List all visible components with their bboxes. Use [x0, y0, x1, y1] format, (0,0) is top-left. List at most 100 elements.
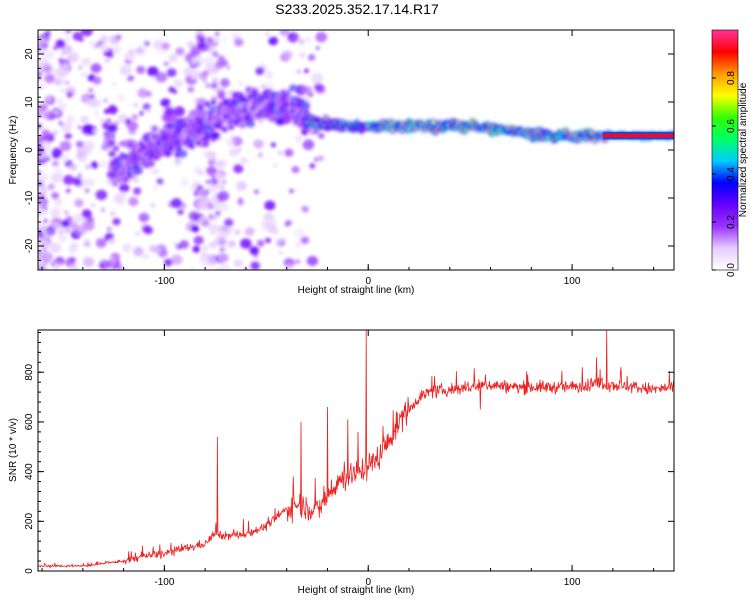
spectrogram-ridge-blob	[301, 103, 308, 109]
spectrogram-noise-blob	[190, 69, 201, 79]
spectrogram-noise-blob	[234, 229, 241, 235]
spectrogram-noise-blob	[60, 122, 73, 133]
spectrogram-noise-blob	[38, 252, 46, 262]
spectrogram-noise-blob	[163, 61, 169, 67]
spectrogram-noise-blob	[250, 261, 261, 270]
spectrogram-y-tick-label: -10	[24, 190, 35, 205]
spectrogram-noise-blob	[221, 126, 228, 133]
spectrogram-noise-blob	[133, 102, 139, 108]
colorbar-gradient	[712, 30, 738, 270]
spectrogram-noise-blob	[273, 163, 278, 168]
spectrogram-ridge-blob	[323, 116, 328, 120]
spectrogram-noise-blob	[49, 242, 62, 254]
spectrogram-noise-blob	[119, 183, 130, 193]
spectrogram-noise-blob	[60, 51, 66, 56]
spectrogram-noise-blob	[127, 74, 135, 82]
spectrogram-noise-blob	[244, 227, 255, 237]
spectrogram-noise-blob	[255, 67, 265, 76]
spectrogram-ridge-blob	[241, 98, 247, 103]
spectrogram-noise-blob	[51, 147, 63, 158]
spectrogram-noise-blob	[106, 227, 112, 232]
spectrogram-noise-blob	[126, 120, 139, 132]
spectrogram-noise-blob	[59, 153, 69, 163]
spectrogram-ridge-blob	[277, 118, 284, 124]
spectrogram-noise-blob	[123, 54, 129, 59]
spectrogram-ridge-blob	[109, 125, 116, 131]
snr-y-axis-label: SNR (10 * v/v)	[8, 418, 19, 482]
spectrogram-noise-blob	[80, 115, 89, 124]
spectrogram-noise-blob	[119, 64, 132, 76]
spectrogram-ridge-blob	[122, 177, 129, 182]
spectrogram-noise-blob	[128, 54, 136, 61]
spectrogram-noise-blob	[135, 45, 147, 56]
spectrogram-noise-blob	[236, 181, 248, 191]
spectrogram-noise-blob	[135, 231, 141, 236]
spectrogram-noise-blob	[115, 34, 122, 41]
spectrogram-noise-blob	[179, 240, 189, 249]
spectrogram-noise-blob	[58, 102, 67, 110]
spectrogram-noise-blob	[151, 167, 160, 175]
spectrogram-noise-blob	[147, 66, 159, 77]
spectrogram-noise-blob	[209, 229, 217, 236]
spectrogram-noise-blob	[253, 189, 259, 195]
spectrogram-noise-blob	[206, 150, 217, 161]
spectrogram-noise-blob	[47, 183, 55, 190]
spectrogram-noise-blob	[302, 139, 315, 150]
spectrogram-noise-blob	[168, 53, 178, 63]
spectrogram-noise-blob	[205, 62, 217, 73]
spectrogram-noise-blob	[136, 65, 146, 74]
spectrogram-noise-blob	[270, 142, 277, 148]
spectrogram-noise-blob	[219, 78, 230, 88]
spectrogram-noise-blob	[133, 246, 144, 257]
spectrogram-noise-blob	[174, 79, 184, 88]
spectrogram-noise-blob	[99, 263, 105, 269]
spectrogram-noise-blob	[260, 84, 266, 89]
spectrogram-ridge-blob	[210, 129, 214, 132]
spectrogram-noise-blob	[240, 238, 252, 249]
spectrogram-ridge-blob	[204, 102, 209, 106]
spectrogram-ridge-blob	[196, 140, 202, 146]
spectrogram-noise-blob	[87, 87, 94, 94]
snr-frame	[37, 329, 675, 572]
spectrogram-noise-blob	[68, 163, 78, 171]
spectrogram-ridge-blob	[200, 138, 204, 141]
spectrogram-noise-blob	[197, 170, 204, 176]
spectrogram-noise-blob	[38, 219, 45, 230]
spectrogram-noise-blob	[61, 219, 70, 228]
spectrogram-noise-blob	[202, 79, 208, 84]
spectrogram-noise-blob	[92, 128, 98, 134]
spectrogram-noise-blob	[54, 163, 60, 168]
spectrogram-ridge-blob	[216, 123, 220, 126]
spectrogram-ridge-blob	[229, 118, 234, 122]
spectrogram-noise-blob	[86, 140, 95, 149]
spectrogram-ridge-blob	[211, 101, 215, 104]
spectrogram-ridge-blob	[438, 120, 442, 123]
spectrogram-noise-blob	[217, 190, 230, 202]
spectrogram-noise-blob	[177, 209, 184, 215]
spectrogram-noise-blob	[285, 263, 294, 270]
spectrogram-noise-blob	[221, 225, 229, 233]
spectrogram-noise-blob	[214, 266, 221, 270]
spectrogram-noise-blob	[278, 250, 283, 255]
spectrogram-ridge-blob	[510, 125, 514, 129]
spectrogram-y-axis-label: Frequency (Hz)	[8, 116, 19, 185]
spectrogram-ridge-blob	[229, 126, 234, 129]
spectrogram-noise-blob	[264, 200, 276, 211]
spectrogram-noise-blob	[81, 71, 88, 78]
spectrogram-noise-blob	[234, 38, 244, 47]
spectrogram-noise-blob	[73, 213, 85, 224]
spectrogram-ridge-blob	[107, 119, 111, 123]
spectrogram-noise-blob	[108, 238, 116, 245]
spectrogram-ridge-blob	[286, 90, 291, 94]
spectrogram-noise-blob	[90, 161, 99, 169]
spectrogram-noise-blob	[121, 191, 127, 197]
spectrogram-noise-blob	[291, 165, 300, 174]
spectrogram-noise-blob	[156, 178, 164, 185]
spectrogram-noise-blob	[84, 237, 90, 243]
spectrogram-noise-blob	[173, 106, 185, 117]
spectrogram-noise-blob	[53, 109, 59, 115]
spectrogram-noise-blob	[38, 30, 41, 34]
spectrogram-noise-blob	[219, 263, 230, 270]
spectrogram-noise-blob	[67, 52, 79, 63]
